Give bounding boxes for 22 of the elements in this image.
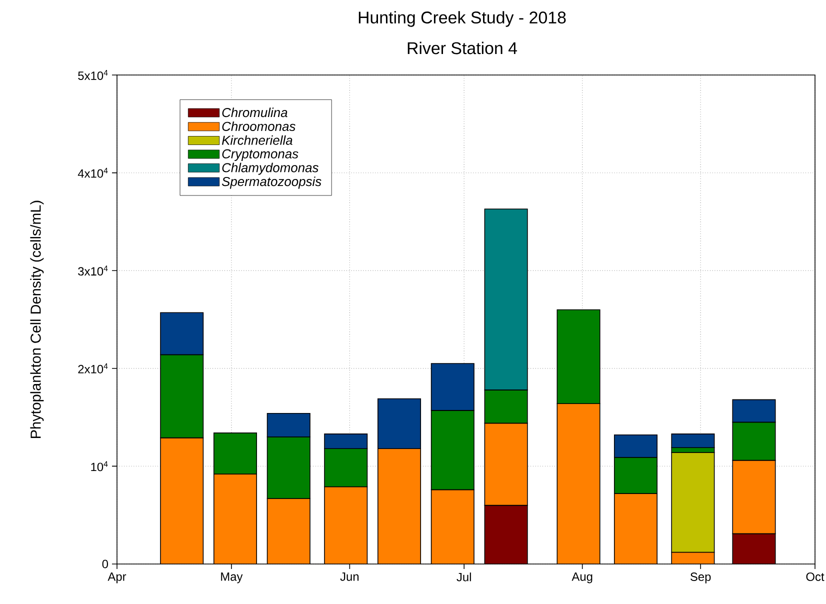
y-tick-label: 10$^{4}$: [91, 461, 108, 472]
y-tick-label: 5x10$^{4}$: [78, 70, 108, 80]
legend-label: Chroomonas: [222, 121, 296, 131]
y-tick-label: 2x10$^{4}$: [78, 363, 108, 374]
x-tick-label: Apr: [108, 572, 126, 584]
y-tick-label: 0: [102, 560, 108, 568]
x-tick-label: May: [221, 572, 243, 584]
chart-subtitle: River Station 4: [408, 42, 518, 54]
x-tick-label: Jun: [340, 572, 359, 581]
legend-label: Kirchneriella: [222, 135, 292, 145]
legend-label: Chlamydomonas: [222, 162, 318, 175]
x-tick-label: Jul: [456, 572, 471, 582]
legend-label: Spermatozoopsis: [222, 176, 322, 189]
chart-title: Hunting Creek Study - 2018: [358, 11, 566, 27]
y-tick-label: 3x10$^{4}$: [78, 266, 108, 276]
y-axis-title: Phytoplankton Cell Density (cells/mL): [30, 200, 44, 438]
x-tick-label: Oct: [806, 572, 824, 581]
y-tick-label: 4x10$^{4}$: [78, 168, 108, 178]
x-tick-label: Sep: [690, 572, 711, 584]
x-tick-label: Aug: [572, 572, 592, 584]
legend-label: Cryptomonas: [222, 149, 298, 161]
legend-label: Chromulina: [222, 108, 288, 118]
